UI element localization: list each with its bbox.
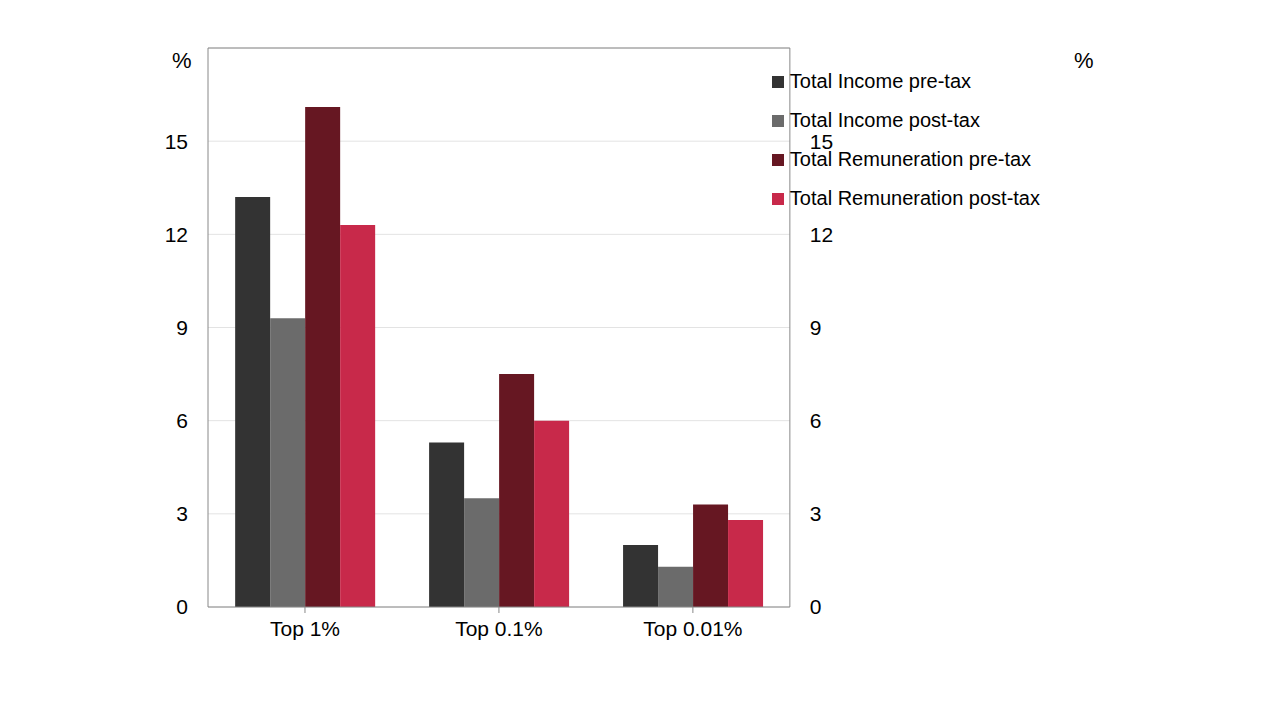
svg-text:6: 6 <box>176 409 188 432</box>
svg-text:6: 6 <box>810 409 822 432</box>
svg-text:Top 0.01%: Top 0.01% <box>643 617 742 640</box>
svg-text:Top 1%: Top 1% <box>270 617 340 640</box>
svg-text:9: 9 <box>810 316 822 339</box>
html-text:Total Income pre-tax: Total Income pre-tax <box>789 70 972 92</box>
html-text:Total Remuneration pre-tax: Total Remuneration pre-tax <box>789 148 1032 170</box>
svg-text:15: 15 <box>165 130 188 153</box>
svg-text:12: 12 <box>810 223 833 246</box>
svg-text:12: 12 <box>165 223 188 246</box>
svg-text:3: 3 <box>176 502 188 525</box>
svg-text:0: 0 <box>810 595 822 618</box>
html-text:Total Remuneration post-tax: Total Remuneration post-tax <box>789 187 1040 209</box>
svg-text:0: 0 <box>176 595 188 618</box>
html-text:Total Income post-tax: Total Income post-tax <box>789 109 980 131</box>
svg-text:Top 0.1%: Top 0.1% <box>455 617 543 640</box>
svg-text:15: 15 <box>810 130 833 153</box>
svg-text:9: 9 <box>176 316 188 339</box>
svg-text:3: 3 <box>810 502 822 525</box>
